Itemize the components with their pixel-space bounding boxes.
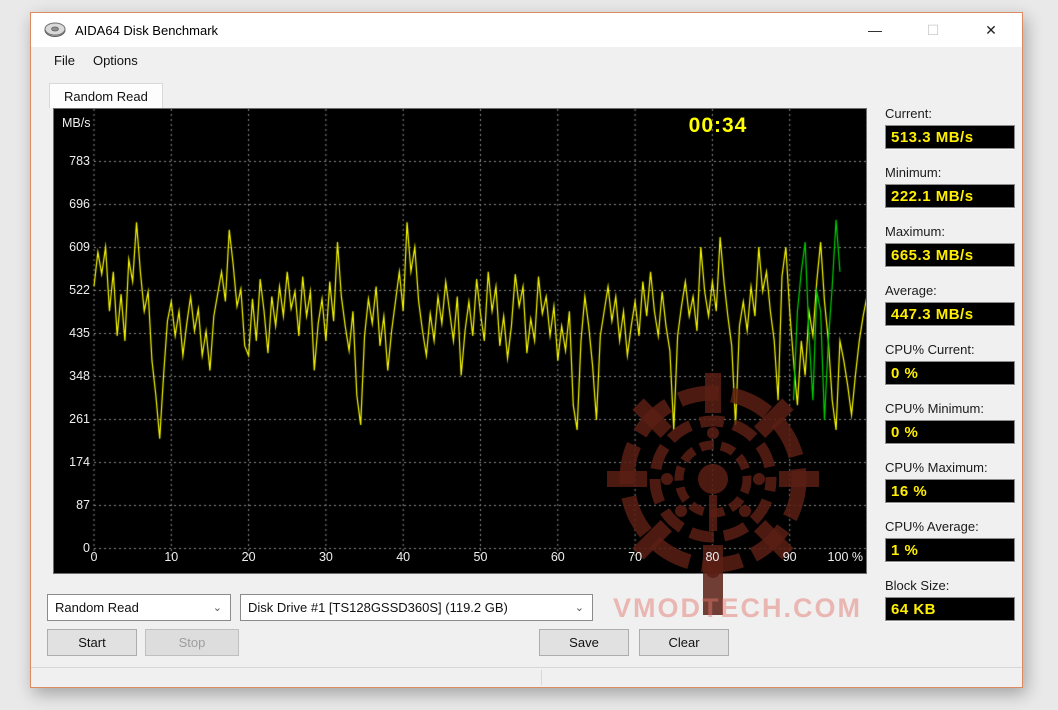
stat-value-box: 16 % <box>885 479 1015 503</box>
benchmark-chart: MB/s 00:34 783 696 609 522 435 348 261 174 87 0 0… <box>53 108 867 574</box>
stat-value: 665.3 MB/s <box>891 246 974 264</box>
test-type-value: Random Read <box>55 600 139 615</box>
stat-value: 64 KB <box>891 600 937 618</box>
y-tick-label: 696 <box>69 196 90 211</box>
stat-label: Maximum: <box>885 224 945 239</box>
vmodtech-text-watermark: VMODTECH.COM <box>613 593 862 623</box>
stat-value-box: 0 % <box>885 420 1015 444</box>
tab-random-read[interactable]: Random Read <box>49 83 163 108</box>
stat-value: 222.1 MB/s <box>891 187 974 205</box>
stat-group: CPU% Current: 0 % <box>885 342 1017 385</box>
stat-group: Maximum: 665.3 MB/s <box>885 224 1017 267</box>
stat-label: Average: <box>885 283 937 298</box>
x-tick-label: 80 <box>705 550 720 564</box>
x-tick-label: 60 <box>550 550 565 564</box>
title-bar: AIDA64 Disk Benchmark — ☐ ✕ <box>31 13 1022 47</box>
stat-value-box: 513.3 MB/s <box>885 125 1015 149</box>
y-tick-label: 609 <box>69 239 90 254</box>
start-button[interactable]: Start <box>47 629 137 656</box>
window-title: AIDA64 Disk Benchmark <box>75 22 219 38</box>
stat-group: Current: 513.3 MB/s <box>885 106 1017 149</box>
y-tick-label: 348 <box>69 368 90 383</box>
stat-label: CPU% Current: <box>885 342 975 357</box>
x-tick-label: 10 <box>164 550 179 564</box>
stats-panel: Current: 513.3 MB/s Minimum: 222.1 MB/s Maxi… <box>885 106 1017 637</box>
stat-value-box: 64 KB <box>885 597 1015 621</box>
chart-canvas <box>54 109 866 573</box>
stat-value: 447.3 MB/s <box>891 305 974 323</box>
y-tick-label: 522 <box>69 282 90 297</box>
stat-value-box: 1 % <box>885 538 1015 562</box>
stat-value-box: 222.1 MB/s <box>885 184 1015 208</box>
chevron-down-icon: ⌄ <box>574 602 584 614</box>
elapsed-time: 00:34 <box>688 114 748 137</box>
app-window: AIDA64 Disk Benchmark — ☐ ✕ File Options … <box>30 12 1023 688</box>
status-bar <box>31 667 1022 687</box>
stat-label: Current: <box>885 106 932 121</box>
stat-group: Minimum: 222.1 MB/s <box>885 165 1017 208</box>
stat-group: CPU% Maximum: 16 % <box>885 460 1017 503</box>
stat-label: CPU% Average: <box>885 519 979 534</box>
stat-label: Block Size: <box>885 578 950 593</box>
x-tick-label: 30 <box>318 550 333 564</box>
y-tick-label: 261 <box>69 411 90 426</box>
y-tick-label: 174 <box>69 454 90 469</box>
stat-group: Block Size: 64 KB <box>885 578 1017 621</box>
y-tick-label: 0 <box>83 540 90 555</box>
stat-value: 513.3 MB/s <box>891 128 974 146</box>
y-tick-label: 783 <box>69 153 90 168</box>
stat-group: Average: 447.3 MB/s <box>885 283 1017 326</box>
test-type-select[interactable]: Random Read ⌄ <box>47 594 231 621</box>
stat-group: CPU% Average: 1 % <box>885 519 1017 562</box>
x-tick-label: 70 <box>628 550 643 564</box>
stat-value-box: 447.3 MB/s <box>885 302 1015 326</box>
app-disk-icon <box>44 22 66 37</box>
stat-value: 0 % <box>891 364 919 382</box>
stat-label: CPU% Minimum: <box>885 401 984 416</box>
chevron-down-icon: ⌄ <box>212 602 222 614</box>
x-tick-label: 40 <box>396 550 411 564</box>
status-bar-divider <box>541 670 542 685</box>
x-tick-label: 90 <box>782 550 797 564</box>
stat-group: CPU% Minimum: 0 % <box>885 401 1017 444</box>
menu-bar: File Options <box>31 47 1022 73</box>
stat-value-box: 665.3 MB/s <box>885 243 1015 267</box>
y-axis-unit-label: MB/s <box>62 116 91 130</box>
stat-label: Minimum: <box>885 165 942 180</box>
close-button[interactable]: ✕ <box>985 21 997 38</box>
clear-button[interactable]: Clear <box>639 629 729 656</box>
x-tick-label: 0 <box>90 550 98 564</box>
y-tick-label: 435 <box>69 325 90 340</box>
menu-item-file[interactable]: File <box>54 52 75 68</box>
y-tick-label: 87 <box>76 497 90 512</box>
stat-label: CPU% Maximum: <box>885 460 988 475</box>
stat-value: 1 % <box>891 541 919 559</box>
stop-button: Stop <box>145 629 239 656</box>
x-tick-label: 50 <box>473 550 488 564</box>
stat-value-box: 0 % <box>885 361 1015 385</box>
save-button[interactable]: Save <box>539 629 629 656</box>
drive-select-value: Disk Drive #1 [TS128GSSD360S] (119.2 GB) <box>248 600 508 615</box>
x-tick-label: 20 <box>241 550 256 564</box>
x-tick-label: 100 % <box>827 550 863 564</box>
stat-value: 0 % <box>891 423 919 441</box>
drive-select[interactable]: Disk Drive #1 [TS128GSSD360S] (119.2 GB)… <box>240 594 593 621</box>
minimize-button[interactable]: — <box>868 22 882 38</box>
stat-value: 16 % <box>891 482 928 500</box>
menu-item-options[interactable]: Options <box>92 52 138 68</box>
maximize-button: ☐ <box>926 21 940 38</box>
